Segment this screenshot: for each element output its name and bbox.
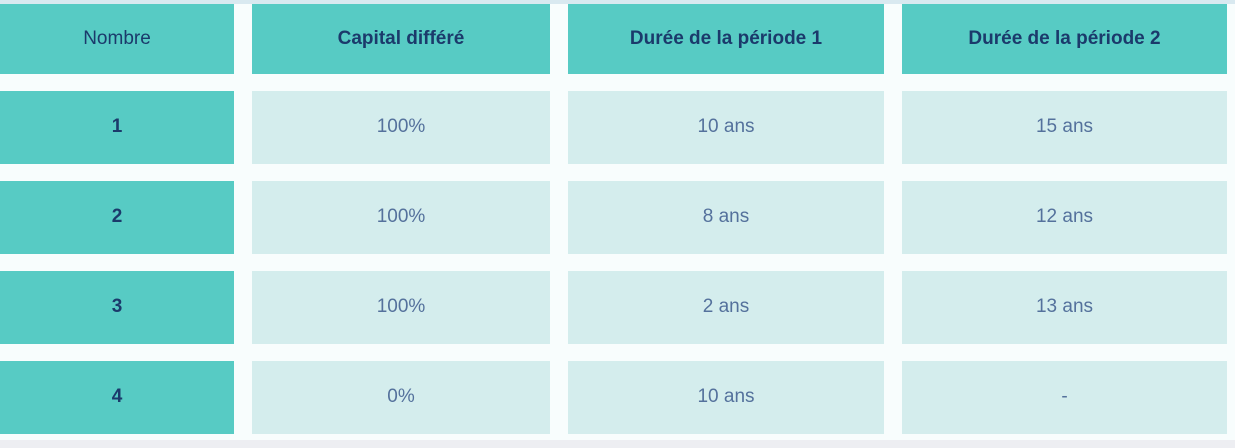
top-divider	[0, 0, 1235, 4]
row-number-cell: 2	[0, 181, 234, 254]
capital-differe-cell: 100%	[252, 91, 550, 164]
column-header-capital-differe: Capital différé	[252, 4, 550, 74]
duree-periode-2-cell: 12 ans	[902, 181, 1227, 254]
duree-periode-2-cell: 13 ans	[902, 271, 1227, 344]
column-header-nombre: Nombre	[0, 4, 234, 74]
capital-differe-cell: 100%	[252, 271, 550, 344]
row-number-cell: 1	[0, 91, 234, 164]
duree-periode-1-cell: 2 ans	[568, 271, 884, 344]
duree-periode-1-cell: 8 ans	[568, 181, 884, 254]
bottom-divider	[0, 440, 1235, 448]
capital-differe-cell: 100%	[252, 181, 550, 254]
row-number-cell: 4	[0, 361, 234, 434]
options-table: Nombre Capital différé Durée de la pério…	[0, 4, 1227, 434]
duree-periode-2-cell: 15 ans	[902, 91, 1227, 164]
row-number-cell: 3	[0, 271, 234, 344]
duree-periode-1-cell: 10 ans	[568, 91, 884, 164]
duree-periode-1-cell: 10 ans	[568, 361, 884, 434]
column-header-duree-periode-2: Durée de la période 2	[902, 4, 1227, 74]
duree-periode-2-cell: -	[902, 361, 1227, 434]
capital-differe-cell: 0%	[252, 361, 550, 434]
column-header-duree-periode-1: Durée de la période 1	[568, 4, 884, 74]
